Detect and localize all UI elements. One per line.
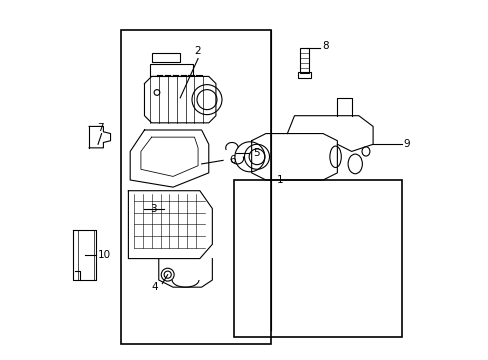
Text: 9: 9 — [403, 139, 409, 149]
Bar — [151, 53, 180, 62]
Bar — [299, 48, 308, 73]
Text: 3: 3 — [150, 203, 157, 213]
Text: 6: 6 — [228, 156, 235, 165]
Bar — [298, 72, 310, 78]
Bar — [121, 30, 271, 344]
Text: 2: 2 — [194, 46, 201, 57]
Text: 1: 1 — [276, 175, 283, 185]
Text: 4: 4 — [151, 282, 158, 292]
Text: 8: 8 — [322, 41, 328, 51]
Text: 5: 5 — [253, 148, 259, 158]
Text: 10: 10 — [97, 250, 110, 260]
Text: 7: 7 — [98, 123, 104, 133]
Bar — [149, 64, 192, 76]
Bar — [233, 180, 401, 337]
